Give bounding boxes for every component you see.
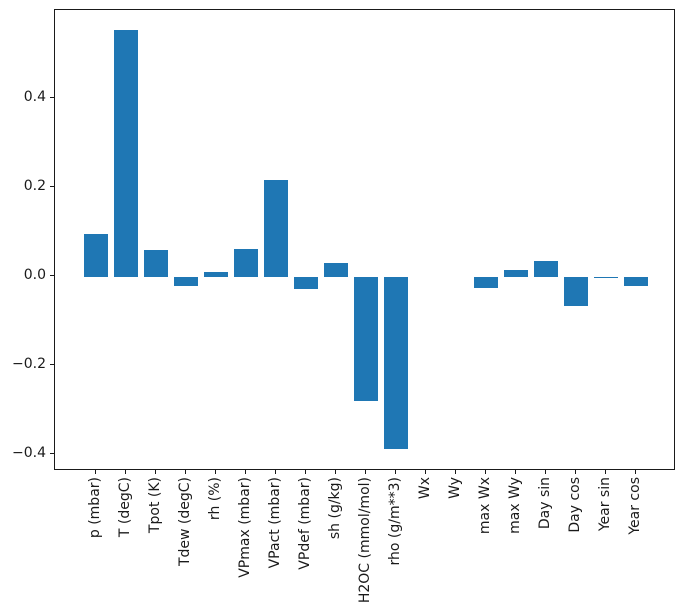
x-tick-label-rho-g-m-3: rho (g/m**3) bbox=[386, 477, 403, 566]
x-tick-label-rh: rh (%) bbox=[206, 477, 223, 521]
x-tick-label-sh-g-kg: sh (g/kg) bbox=[326, 477, 343, 540]
x-tick-mark-day-cos bbox=[574, 470, 576, 474]
x-tick-mark-rho-g-m-3 bbox=[394, 470, 396, 474]
x-tick-mark-max-wx bbox=[484, 470, 486, 474]
y-tick-label-0-2: −0.2 bbox=[12, 356, 46, 373]
plot-area bbox=[54, 9, 675, 470]
x-tick-mark-p-mbar bbox=[94, 470, 96, 474]
bar-rh bbox=[204, 272, 229, 277]
y-tick-mark-0-4 bbox=[50, 453, 54, 455]
x-tick-label-h2oc-mmol-mol: H2OC (mmol/mol) bbox=[356, 477, 373, 604]
y-tick-mark-0-4 bbox=[50, 96, 54, 98]
x-tick-mark-vpact-mbar bbox=[274, 470, 276, 474]
x-tick-label-max-wy: max Wy bbox=[506, 477, 523, 534]
x-tick-mark-max-wy bbox=[514, 470, 516, 474]
bar-day-sin bbox=[534, 261, 559, 277]
bar-day-cos bbox=[564, 276, 589, 306]
x-tick-label-t-degc: T (degC) bbox=[116, 477, 133, 538]
x-tick-mark-tdew-degc bbox=[184, 470, 186, 474]
y-tick-label-0-4: 0.4 bbox=[23, 88, 46, 105]
bar-h2oc-mmol-mol bbox=[354, 276, 379, 401]
bar-tpot-k bbox=[144, 249, 169, 277]
x-tick-label-wx: Wx bbox=[416, 477, 433, 500]
x-tick-mark-year-sin bbox=[604, 470, 606, 474]
bar-t-degc bbox=[114, 30, 139, 277]
x-tick-label-day-cos: Day cos bbox=[566, 477, 583, 533]
x-tick-label-p-mbar: p (mbar) bbox=[86, 477, 103, 539]
x-tick-label-tpot-k: Tpot (K) bbox=[146, 477, 163, 534]
bar-max-wy bbox=[504, 270, 529, 277]
x-tick-mark-day-sin bbox=[544, 470, 546, 474]
y-tick-mark-0-2 bbox=[50, 185, 54, 187]
x-tick-label-max-wx: max Wx bbox=[476, 477, 493, 535]
bar-vpact-mbar bbox=[264, 180, 289, 277]
y-tick-mark-0-2 bbox=[50, 364, 54, 366]
bar-vpdef-mbar bbox=[294, 276, 319, 290]
y-tick-label-0-0: 0.0 bbox=[23, 267, 46, 284]
bar-vpmax-mbar bbox=[234, 248, 259, 277]
bar-year-cos bbox=[624, 276, 649, 286]
x-tick-label-vpact-mbar: VPact (mbar) bbox=[266, 477, 283, 569]
x-tick-mark-rh bbox=[214, 470, 216, 474]
x-tick-mark-vpmax-mbar bbox=[244, 470, 246, 474]
bar-tdew-degc bbox=[174, 276, 199, 286]
bar-year-sin bbox=[594, 276, 619, 279]
y-tick-label-0-4: −0.4 bbox=[12, 445, 46, 462]
x-tick-mark-sh-g-kg bbox=[334, 470, 336, 474]
x-tick-label-wy: Wy bbox=[446, 477, 463, 499]
x-tick-label-vpdef-mbar: VPdef (mbar) bbox=[296, 477, 313, 570]
x-tick-label-year-sin: Year sin bbox=[596, 477, 613, 532]
x-tick-mark-tpot-k bbox=[154, 470, 156, 474]
bar-max-wx bbox=[474, 276, 499, 288]
x-tick-mark-year-cos bbox=[634, 470, 636, 474]
y-tick-mark-0-0 bbox=[50, 275, 54, 277]
x-tick-label-year-cos: Year cos bbox=[626, 477, 643, 535]
x-tick-label-day-sin: Day sin bbox=[536, 477, 553, 530]
x-tick-mark-vpdef-mbar bbox=[304, 470, 306, 474]
y-tick-label-0-2: 0.2 bbox=[23, 177, 46, 194]
x-tick-label-vpmax-mbar: VPmax (mbar) bbox=[236, 477, 253, 578]
x-tick-mark-t-degc bbox=[124, 470, 126, 474]
x-tick-mark-wy bbox=[454, 470, 456, 474]
x-tick-mark-h2oc-mmol-mol bbox=[364, 470, 366, 474]
x-tick-mark-wx bbox=[424, 470, 426, 474]
bar-sh-g-kg bbox=[324, 262, 349, 277]
bar-rho-g-m-3 bbox=[384, 276, 409, 449]
x-tick-label-tdew-degc: Tdew (degC) bbox=[176, 477, 193, 567]
bar-p-mbar bbox=[84, 233, 109, 277]
